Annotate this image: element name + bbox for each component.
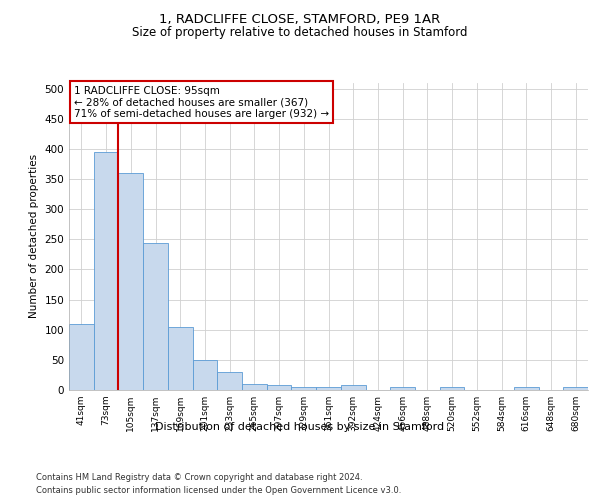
Bar	[118, 173, 143, 390]
Text: 1 RADCLIFFE CLOSE: 95sqm
← 28% of detached houses are smaller (367)
71% of semi-: 1 RADCLIFFE CLOSE: 95sqm ← 28% of detach…	[74, 86, 329, 119]
Bar	[440, 387, 464, 390]
Bar	[292, 387, 316, 390]
Bar	[514, 387, 539, 390]
Bar	[168, 326, 193, 390]
Bar	[563, 387, 588, 390]
Text: Contains public sector information licensed under the Open Government Licence v3: Contains public sector information licen…	[36, 486, 401, 495]
Bar	[143, 244, 168, 390]
Text: Contains HM Land Registry data © Crown copyright and database right 2024.: Contains HM Land Registry data © Crown c…	[36, 472, 362, 482]
Y-axis label: Number of detached properties: Number of detached properties	[29, 154, 39, 318]
Bar	[94, 152, 118, 390]
Bar	[193, 360, 217, 390]
Bar	[267, 385, 292, 390]
Bar	[217, 372, 242, 390]
Bar	[390, 387, 415, 390]
Text: Size of property relative to detached houses in Stamford: Size of property relative to detached ho…	[132, 26, 468, 39]
Bar	[341, 385, 365, 390]
Text: Distribution of detached houses by size in Stamford: Distribution of detached houses by size …	[155, 422, 445, 432]
Bar	[69, 324, 94, 390]
Text: 1, RADCLIFFE CLOSE, STAMFORD, PE9 1AR: 1, RADCLIFFE CLOSE, STAMFORD, PE9 1AR	[160, 12, 440, 26]
Bar	[242, 384, 267, 390]
Bar	[316, 387, 341, 390]
